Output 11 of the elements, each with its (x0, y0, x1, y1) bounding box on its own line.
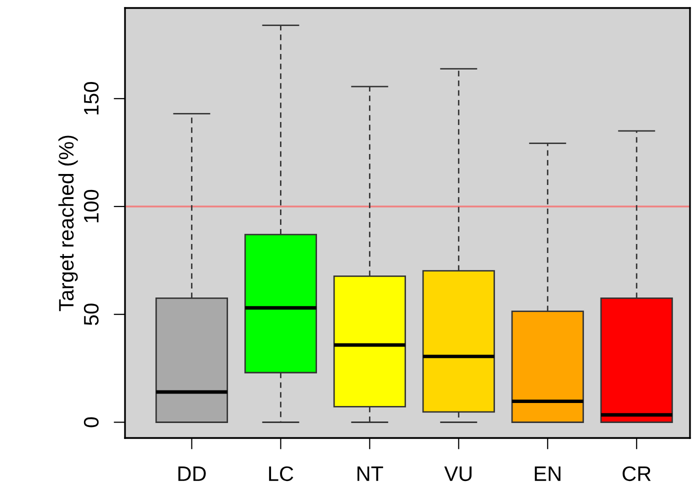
y-tick-label: 100 (84, 190, 99, 222)
y-tick-label: 0 (84, 417, 99, 428)
x-tick-label: VU (444, 466, 472, 482)
x-tick-label: NT (358, 466, 384, 481)
y-tick-label: 50 (84, 304, 99, 326)
x-tick-label: DD (178, 466, 206, 481)
x-tick-label: LC (269, 466, 294, 482)
x-tick-label: EN (534, 466, 560, 481)
x-tick-label: CR (622, 466, 651, 482)
y-tick-label: 150 (84, 82, 99, 114)
y-axis-title: Target reached (%) (58, 136, 78, 312)
